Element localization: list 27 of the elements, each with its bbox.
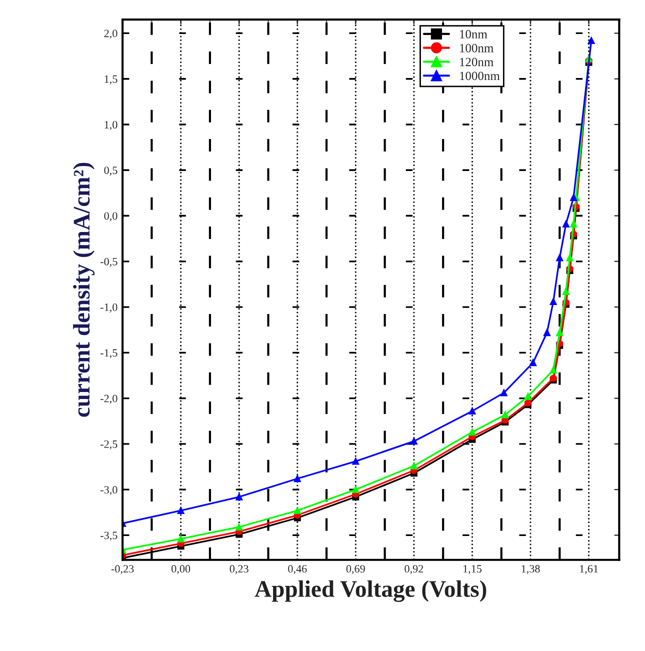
y-tick-label: -2,5 (100, 440, 118, 450)
legend-label: 1000nm (460, 72, 500, 80)
x-tick-label: -0,23 (111, 565, 134, 574)
x-tick-label: 1,61 (580, 565, 598, 574)
y-tick-label: -3,0 (100, 486, 118, 496)
x-tick-label: 0,92 (404, 565, 424, 574)
x-tick-label: 0,23 (230, 565, 248, 574)
y-tick-label: 2,0 (104, 30, 118, 39)
y-tick-label: -1,0 (100, 304, 118, 313)
y-tick-label: -0,5 (100, 258, 118, 267)
y-tick-label: 1,5 (104, 75, 118, 84)
x-tick-label: 1,38 (522, 565, 540, 574)
y-axis-title: current density (mA/cm²) (73, 162, 95, 417)
x-tick-label: 0,00 (172, 565, 190, 574)
x-tick-label: 1,15 (463, 565, 482, 574)
y-tick-label: 0,0 (104, 212, 118, 222)
x-tick-label: 0,46 (288, 565, 307, 574)
y-tick-label: 1,0 (104, 120, 118, 130)
x-axis-title: Applied Voltage (Volts) (254, 580, 486, 602)
legend-label: 100nm (460, 44, 494, 52)
y-tick-label: -3,5 (100, 532, 118, 541)
x-tick-label: 0,69 (346, 565, 365, 574)
y-tick-label: 0,5 (104, 166, 118, 176)
y-tick-label: -2,0 (100, 394, 118, 404)
legend-label: 10nm (460, 30, 488, 38)
y-tick-label: -1,5 (100, 349, 118, 358)
legend-label: 120nm (460, 58, 494, 66)
